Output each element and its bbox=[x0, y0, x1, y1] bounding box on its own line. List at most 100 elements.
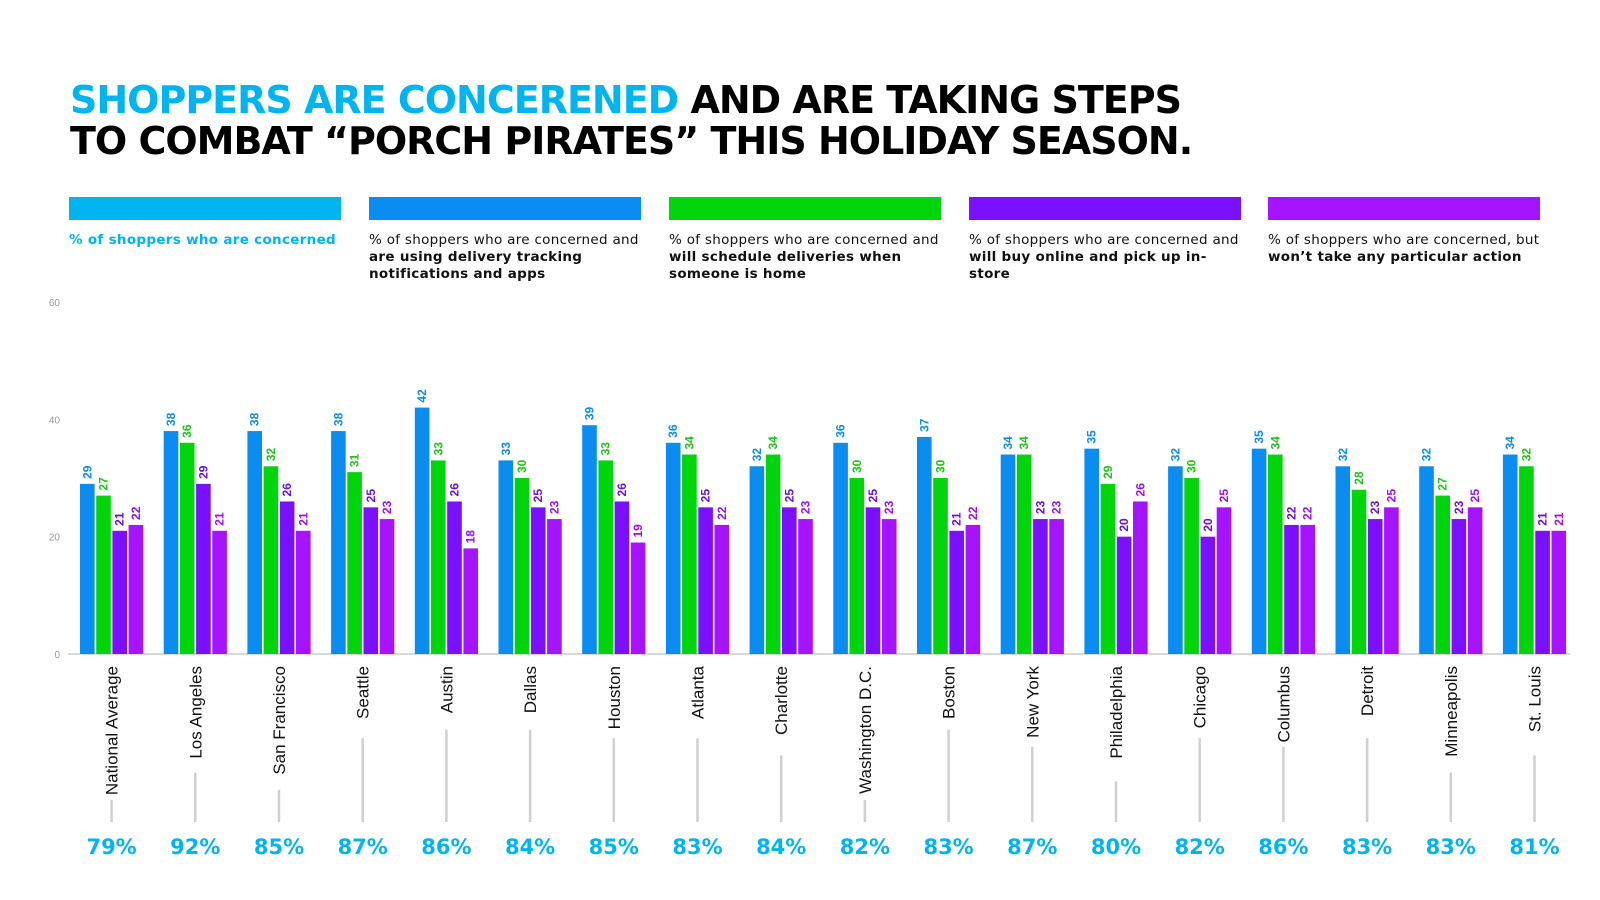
data-label: 34 bbox=[766, 436, 780, 450]
bar bbox=[530, 507, 546, 654]
category-label: National Average bbox=[103, 666, 122, 795]
bar bbox=[331, 431, 346, 654]
bar bbox=[1519, 466, 1534, 654]
bar bbox=[1451, 519, 1467, 654]
concerned-percent: 85% bbox=[589, 835, 639, 859]
concerned-percent: 80% bbox=[1091, 835, 1141, 859]
bar bbox=[849, 478, 865, 654]
concerned-percent: 87% bbox=[338, 835, 388, 859]
data-label: 23 bbox=[799, 500, 813, 514]
category-label: St. Louis bbox=[1526, 666, 1545, 732]
bar bbox=[247, 431, 262, 654]
bar bbox=[698, 507, 713, 654]
legend-swatch-no-action bbox=[1268, 197, 1540, 220]
concerned-percent: 79% bbox=[86, 835, 136, 859]
category-label: San Francisco bbox=[270, 666, 289, 775]
bar bbox=[1016, 454, 1032, 654]
bar bbox=[196, 483, 211, 654]
concerned-percent: 84% bbox=[505, 835, 555, 859]
data-label: 21 bbox=[1552, 512, 1566, 526]
bar bbox=[1084, 448, 1099, 654]
bar bbox=[1133, 501, 1148, 654]
data-label: 32 bbox=[1519, 448, 1533, 462]
data-label: 25 bbox=[782, 489, 796, 503]
data-label: 32 bbox=[1168, 448, 1182, 462]
title-line1-rest: AND ARE TAKING STEPS bbox=[678, 78, 1182, 122]
category-label: Dallas bbox=[521, 666, 540, 713]
data-label: 22 bbox=[129, 506, 143, 520]
legend-swatch-pickup bbox=[969, 197, 1241, 220]
bar bbox=[163, 431, 179, 654]
data-label: 34 bbox=[682, 436, 696, 450]
data-label: 23 bbox=[1050, 500, 1064, 514]
data-label: 30 bbox=[934, 459, 948, 473]
bar bbox=[1268, 454, 1283, 654]
bar bbox=[1116, 536, 1132, 654]
bar bbox=[112, 530, 127, 654]
data-label: 25 bbox=[1217, 489, 1231, 503]
data-label: 37 bbox=[917, 418, 931, 432]
bar bbox=[598, 460, 613, 654]
bar bbox=[782, 507, 797, 654]
y-tick-label: 20 bbox=[49, 533, 61, 544]
bar bbox=[1435, 495, 1450, 654]
concerned-percent: 83% bbox=[923, 835, 973, 859]
y-tick-label: 60 bbox=[49, 298, 61, 309]
data-label: 32 bbox=[1420, 448, 1434, 462]
data-label: 21 bbox=[950, 512, 964, 526]
bar bbox=[765, 454, 781, 654]
data-label: 38 bbox=[331, 412, 345, 426]
data-label: 35 bbox=[1252, 430, 1266, 444]
bar bbox=[80, 483, 95, 654]
data-label: 34 bbox=[1268, 436, 1282, 450]
bar bbox=[212, 530, 227, 654]
legend-item-tracking: % of shoppers who are concerned and are … bbox=[369, 197, 641, 283]
data-label: 23 bbox=[882, 500, 896, 514]
concerned-percent: 85% bbox=[254, 835, 304, 859]
bar bbox=[414, 407, 430, 654]
data-label: 31 bbox=[348, 453, 362, 467]
bar bbox=[379, 519, 395, 654]
data-label: 18 bbox=[464, 530, 478, 544]
y-tick-label: 0 bbox=[54, 650, 60, 661]
data-label: 38 bbox=[248, 412, 262, 426]
bar bbox=[1200, 536, 1216, 654]
category-label: Charlotte bbox=[772, 666, 791, 735]
data-label: 27 bbox=[97, 477, 111, 491]
data-label: 22 bbox=[966, 506, 980, 520]
concerned-percent: 82% bbox=[840, 835, 890, 859]
bar bbox=[547, 519, 562, 654]
bar bbox=[833, 442, 848, 654]
data-label: 21 bbox=[113, 512, 127, 526]
data-label: 36 bbox=[666, 424, 680, 438]
category-label: Detroit bbox=[1358, 666, 1377, 716]
data-label: 32 bbox=[1336, 448, 1350, 462]
bar bbox=[1467, 507, 1483, 654]
legend-text-schedule: % of shoppers who are concerned and will… bbox=[669, 232, 939, 282]
bar bbox=[447, 501, 462, 654]
data-label: 25 bbox=[1468, 489, 1482, 503]
data-label: 20 bbox=[1201, 518, 1215, 532]
bar bbox=[1300, 524, 1315, 654]
title-line2: TO COMBAT “PORCH PIRATES” THIS HOLIDAY S… bbox=[70, 119, 1193, 163]
bar bbox=[714, 524, 730, 654]
data-label: 27 bbox=[1436, 477, 1450, 491]
data-label: 23 bbox=[1452, 500, 1466, 514]
category-label: Columbus bbox=[1274, 666, 1293, 743]
data-label: 34 bbox=[1001, 436, 1015, 450]
bar bbox=[1284, 524, 1299, 654]
legend-text-no-action: % of shoppers who are concerned, but won… bbox=[1268, 232, 1540, 265]
bar bbox=[749, 466, 765, 654]
bar bbox=[1351, 489, 1367, 654]
concerned-percent: 92% bbox=[170, 835, 220, 859]
bar bbox=[865, 507, 881, 654]
bar bbox=[279, 501, 295, 654]
bar bbox=[665, 442, 681, 654]
data-label: 25 bbox=[699, 489, 713, 503]
bar bbox=[933, 478, 948, 654]
bar bbox=[1419, 466, 1434, 654]
concerned-percent: 81% bbox=[1509, 835, 1559, 859]
data-label: 22 bbox=[1285, 506, 1299, 520]
data-label: 22 bbox=[715, 506, 729, 520]
bar bbox=[1000, 454, 1016, 654]
